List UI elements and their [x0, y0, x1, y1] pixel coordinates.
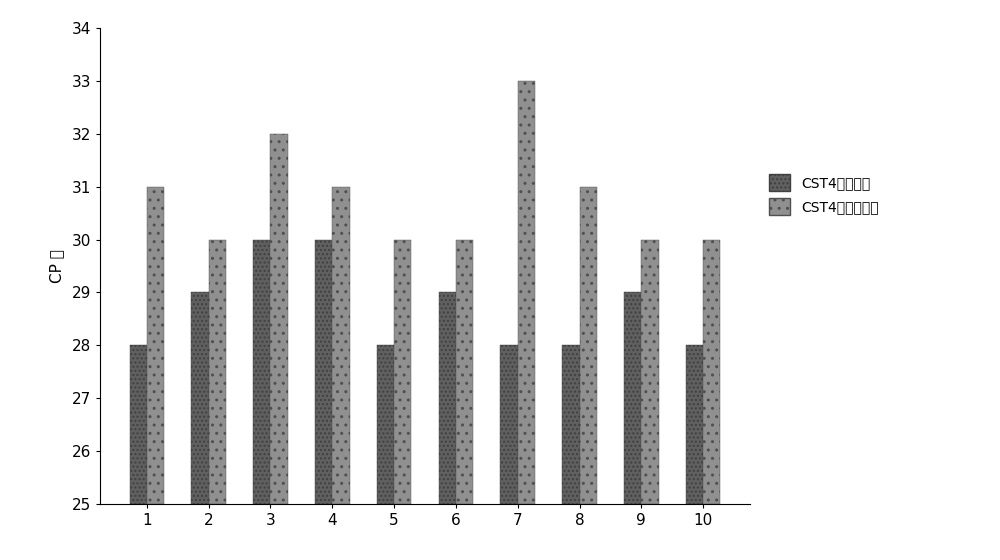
Bar — [518, 81, 535, 504]
Bar — [130, 346, 147, 504]
Bar — [580, 186, 597, 504]
Bar — [394, 240, 411, 504]
Bar — [703, 240, 720, 504]
Bar — [315, 240, 332, 504]
Bar — [332, 186, 350, 504]
Bar — [562, 346, 580, 504]
Bar — [191, 292, 209, 504]
Bar — [624, 292, 641, 504]
Bar — [439, 292, 456, 504]
Bar — [686, 346, 703, 504]
Y-axis label: CP 值: CP 值 — [50, 249, 65, 283]
Bar — [377, 346, 394, 504]
Bar — [500, 346, 518, 504]
Bar — [270, 134, 288, 504]
Bar — [209, 240, 226, 504]
Bar — [641, 240, 659, 504]
Bar — [456, 240, 473, 504]
Bar — [147, 186, 164, 504]
Legend: CST4特异探针, CST4非特异探针: CST4特异探针, CST4非特异探针 — [763, 169, 884, 221]
Bar — [253, 240, 270, 504]
